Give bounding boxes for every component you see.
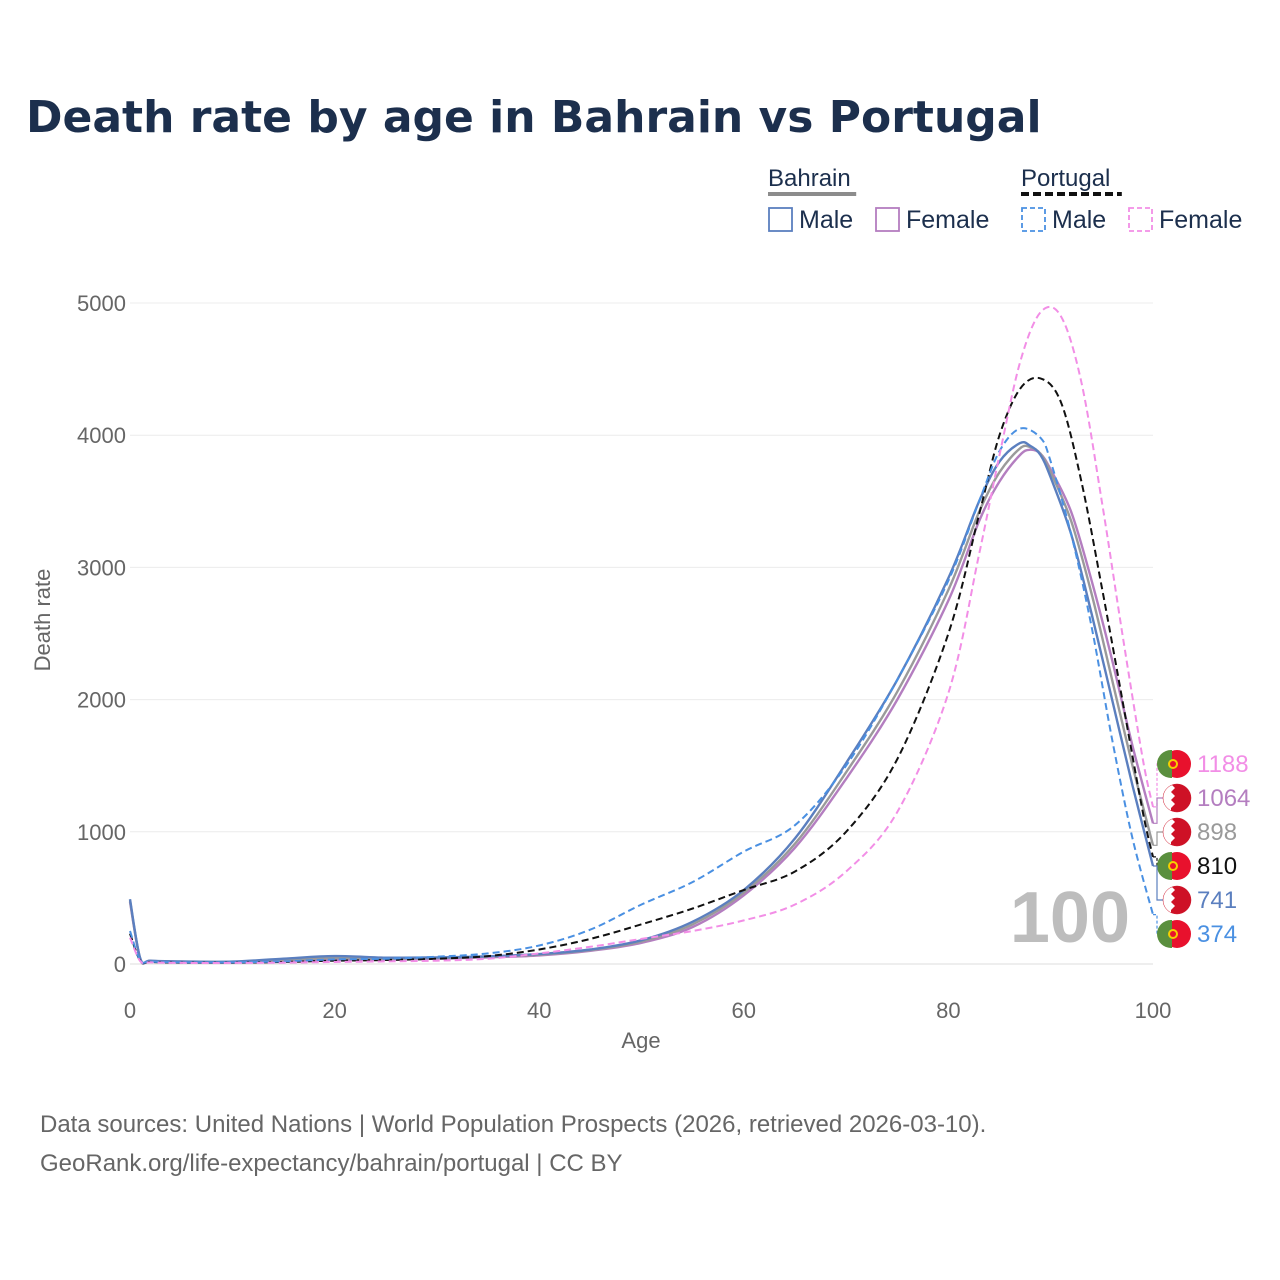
end-label-value: 898 [1197,819,1237,846]
series-line-portugal-female [129,305,1154,965]
bahrain-flag-icon [1162,885,1192,915]
x-tick-label: 80 [936,998,960,1023]
x-axis-title: Age [621,1028,660,1053]
legend-label: Male [799,206,853,234]
chart-title: Death rate by age in Bahrain vs Portugal [26,92,1042,143]
legend-label: Female [1159,206,1242,234]
x-tick-label: 0 [124,998,136,1023]
end-label-connector [1153,831,1163,846]
series-line-portugal-male [129,427,1154,964]
end-label-portugal-female: 1188 [1153,750,1249,808]
series-line-bahrain-male [128,440,1155,965]
end-labels: 1188 1064 898 810 741 374 [1153,750,1250,948]
end-label-portugal-male: 374 [1153,914,1237,948]
end-label-bahrain-male: 741 [1153,865,1237,915]
y-tick-label: 0 [114,952,126,977]
x-axis-ticks: 0 20 40 60 80 100 [124,998,1171,1023]
y-tick-label: 5000 [77,291,126,316]
end-label-connector [1153,865,1163,901]
bahrain-flag-icon [1162,783,1192,813]
series-lines [128,305,1155,965]
legend-group-title: Bahrain [768,165,851,192]
x-tick-label: 60 [732,998,756,1023]
series-line-bahrain-female [128,448,1155,965]
series-line-portugal-both [129,376,1154,965]
y-tick-label: 4000 [77,423,126,448]
portugal-flag-icon [1157,750,1191,778]
y-tick-label: 3000 [77,555,126,580]
legend-swatch [1021,207,1046,232]
gridlines [130,302,1153,965]
end-label-value: 810 [1197,853,1237,880]
legend: Bahrain Male Female Portugal Male Female [768,165,1242,234]
end-label-bahrain-female: 1064 [1153,783,1250,824]
legend-group-title: Portugal [1021,165,1110,192]
end-label-value: 741 [1197,887,1237,914]
legend-swatch [768,207,793,232]
y-axis-ticks: 0 1000 2000 3000 4000 5000 [77,291,126,977]
y-axis-title: Death rate [30,569,55,672]
series-line-bahrain-both [128,444,1155,965]
current-age-indicator: 100 [1010,878,1130,958]
portugal-flag-icon [1157,852,1191,880]
legend-group-bahrain: Bahrain Male Female [768,165,989,234]
bahrain-flag-icon [1162,817,1192,847]
y-tick-label: 1000 [77,820,126,845]
footer-sources: Data sources: United Nations | World Pop… [40,1111,986,1138]
legend-swatch [1128,207,1153,232]
end-label-value: 1188 [1197,751,1249,778]
footer-credit: GeoRank.org/life-expectancy/bahrain/port… [40,1150,623,1177]
end-label-connector [1153,763,1163,808]
x-tick-label: 20 [322,998,346,1023]
end-label-connector [1153,797,1163,824]
end-label-bahrain-both: 898 [1153,817,1237,847]
y-tick-label: 2000 [77,688,126,713]
legend-swatch [875,207,900,232]
portugal-flag-icon [1157,920,1191,948]
x-tick-label: 40 [527,998,551,1023]
end-label-value: 1064 [1197,785,1250,812]
end-label-value: 374 [1197,921,1237,948]
legend-label: Female [906,206,989,234]
legend-group-portugal: Portugal Male Female [1021,165,1242,234]
legend-label: Male [1052,206,1106,234]
end-label-portugal-both: 810 [1153,852,1237,880]
x-tick-label: 100 [1135,998,1172,1023]
